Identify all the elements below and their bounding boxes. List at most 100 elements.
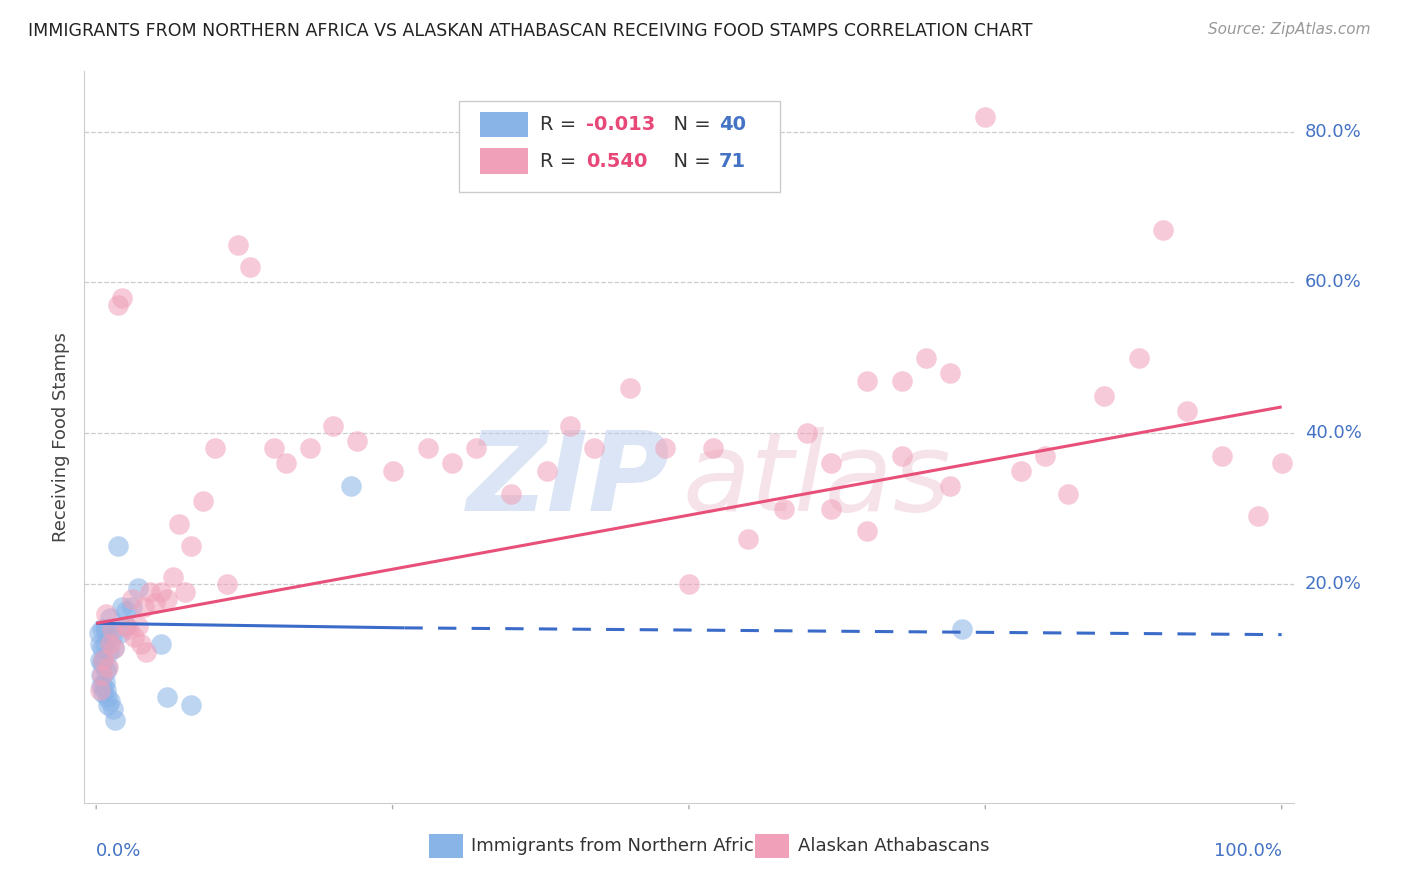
Point bbox=[274, 457, 297, 471]
Point bbox=[820, 501, 842, 516]
Text: R =: R = bbox=[540, 115, 582, 135]
Point bbox=[91, 686, 114, 700]
FancyBboxPatch shape bbox=[479, 148, 529, 174]
Point bbox=[100, 694, 122, 708]
Point bbox=[94, 607, 117, 622]
Text: 40: 40 bbox=[720, 115, 747, 135]
Text: Source: ZipAtlas.com: Source: ZipAtlas.com bbox=[1208, 22, 1371, 37]
Point bbox=[93, 637, 115, 651]
Point bbox=[91, 652, 114, 666]
Point bbox=[1010, 464, 1032, 478]
Point bbox=[150, 584, 173, 599]
Point bbox=[91, 623, 114, 637]
Point bbox=[263, 442, 285, 456]
FancyBboxPatch shape bbox=[460, 101, 780, 192]
Point bbox=[91, 667, 114, 681]
Text: 100.0%: 100.0% bbox=[1213, 842, 1282, 860]
Point bbox=[820, 457, 842, 471]
Point bbox=[322, 418, 344, 433]
Point bbox=[115, 603, 138, 617]
Point bbox=[1247, 509, 1270, 524]
Point bbox=[91, 657, 114, 671]
Point bbox=[1092, 389, 1115, 403]
Point bbox=[101, 701, 124, 715]
Point bbox=[150, 637, 173, 651]
Point bbox=[1033, 449, 1056, 463]
Point bbox=[950, 623, 973, 637]
Text: 80.0%: 80.0% bbox=[1305, 123, 1361, 141]
Point bbox=[111, 599, 134, 614]
Point bbox=[156, 690, 179, 705]
Text: ZIP: ZIP bbox=[467, 427, 671, 534]
Point bbox=[536, 464, 558, 478]
Point bbox=[583, 442, 606, 456]
Point bbox=[938, 366, 960, 380]
Point bbox=[654, 442, 676, 456]
FancyBboxPatch shape bbox=[755, 834, 789, 858]
Point bbox=[100, 623, 122, 637]
Point bbox=[772, 501, 794, 516]
Point bbox=[96, 690, 118, 705]
Point bbox=[180, 540, 202, 554]
Point bbox=[100, 630, 122, 644]
Point bbox=[204, 442, 226, 456]
Point bbox=[100, 637, 122, 651]
Point bbox=[103, 641, 125, 656]
Point bbox=[855, 374, 877, 388]
Text: 20.0%: 20.0% bbox=[1305, 575, 1361, 593]
Point bbox=[938, 479, 960, 493]
Point bbox=[122, 630, 145, 644]
Point bbox=[156, 592, 179, 607]
Point bbox=[855, 524, 877, 539]
Point bbox=[381, 464, 404, 478]
Point bbox=[97, 698, 120, 712]
Text: 0.0%: 0.0% bbox=[96, 842, 142, 860]
FancyBboxPatch shape bbox=[479, 112, 529, 137]
Text: 71: 71 bbox=[720, 152, 747, 171]
Point bbox=[89, 637, 111, 651]
Point bbox=[90, 667, 112, 681]
Point bbox=[180, 698, 202, 712]
Point bbox=[1175, 403, 1198, 417]
Point bbox=[115, 618, 138, 632]
Point bbox=[340, 479, 363, 493]
Point bbox=[96, 660, 118, 674]
Point bbox=[98, 645, 121, 659]
Point bbox=[89, 682, 111, 697]
Point bbox=[501, 486, 523, 500]
Point bbox=[121, 599, 143, 614]
Point bbox=[111, 291, 134, 305]
Text: N =: N = bbox=[661, 152, 717, 171]
Point bbox=[915, 351, 938, 365]
Point bbox=[1057, 486, 1080, 500]
Point bbox=[127, 581, 149, 595]
Point bbox=[737, 532, 759, 546]
Y-axis label: Receiving Food Stamps: Receiving Food Stamps bbox=[52, 332, 70, 542]
Point bbox=[619, 381, 641, 395]
Point bbox=[93, 623, 115, 637]
Point bbox=[162, 569, 184, 583]
Point bbox=[678, 577, 700, 591]
Point bbox=[1128, 351, 1150, 365]
Point bbox=[1152, 223, 1174, 237]
Point bbox=[90, 679, 112, 693]
Text: atlas: atlas bbox=[683, 427, 952, 534]
Point bbox=[94, 664, 117, 678]
Text: Immigrants from Northern Africa: Immigrants from Northern Africa bbox=[471, 837, 765, 855]
Point bbox=[104, 713, 127, 727]
Point bbox=[115, 618, 138, 632]
Point bbox=[91, 641, 114, 656]
Text: Alaskan Athabascans: Alaskan Athabascans bbox=[797, 837, 990, 855]
Point bbox=[89, 652, 111, 666]
Point bbox=[94, 623, 117, 637]
Point bbox=[796, 426, 818, 441]
Point bbox=[107, 540, 129, 554]
Point bbox=[346, 434, 368, 448]
Point bbox=[1271, 457, 1294, 471]
Point bbox=[298, 442, 321, 456]
Point bbox=[464, 442, 486, 456]
Point bbox=[108, 626, 131, 640]
FancyBboxPatch shape bbox=[429, 834, 463, 858]
Point bbox=[87, 626, 110, 640]
Point bbox=[135, 645, 157, 659]
